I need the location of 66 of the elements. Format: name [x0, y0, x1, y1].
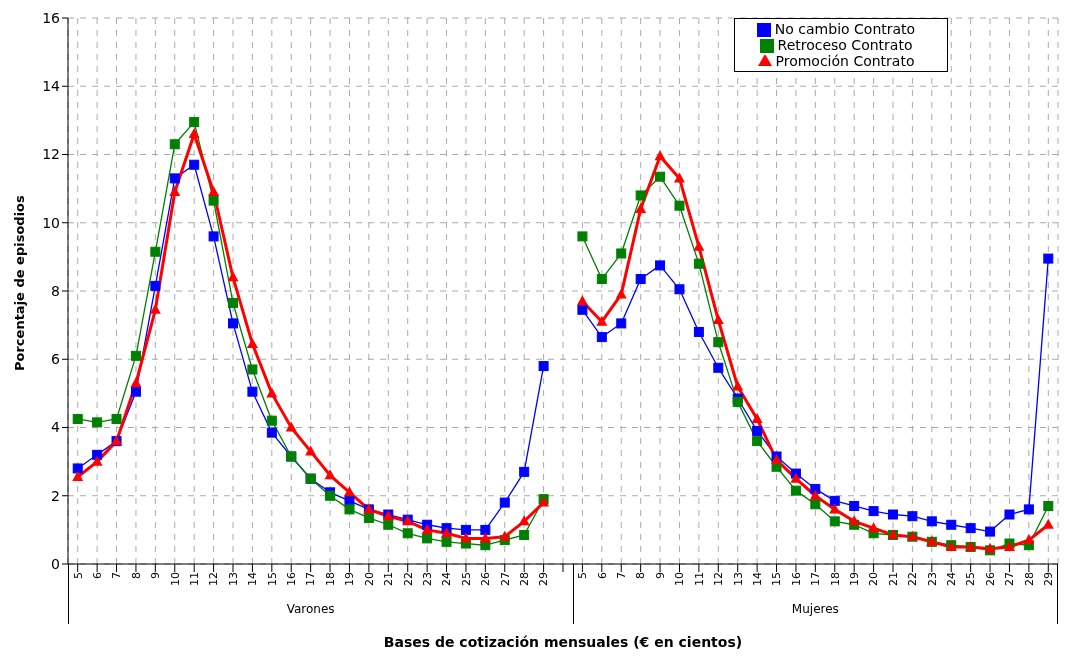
- x-tick-label: 20: [362, 572, 376, 586]
- legend-label: Retroceso Contrato: [777, 37, 913, 53]
- x-tick-label: 18: [828, 572, 842, 586]
- y-tick-label: 16: [42, 9, 61, 26]
- legend-label: No cambio Contrato: [774, 21, 916, 37]
- x-tick-label: 19: [847, 572, 861, 586]
- x-tick-label: 25: [964, 572, 978, 586]
- x-tick-label: 7: [110, 572, 124, 579]
- x-tick-label: 16: [789, 572, 803, 586]
- x-tick-label: 12: [712, 572, 726, 586]
- x-tick-label: 6: [90, 572, 104, 579]
- y-tick-label: 0: [51, 555, 60, 572]
- x-tick-label: 22: [401, 572, 415, 586]
- x-tick-label: 17: [809, 572, 823, 586]
- x-tick-label: 14: [750, 572, 764, 586]
- x-tick-label: 25: [459, 572, 473, 586]
- x-tick-label: 11: [692, 572, 706, 586]
- x-tick-label: 29: [1042, 572, 1056, 586]
- legend-label: Promoción Contrato: [775, 53, 915, 69]
- x-tick-label: 22: [906, 572, 920, 586]
- x-tick-label: 19: [343, 572, 357, 586]
- x-tick-label: 17: [304, 572, 318, 586]
- x-tick-label: 18: [323, 572, 337, 586]
- y-tick-label: 8: [51, 282, 60, 299]
- x-tick-label: 26: [983, 572, 997, 586]
- x-tick-label: 16: [285, 572, 299, 586]
- x-tick-label: 24: [945, 572, 959, 586]
- x-tick-label: 6: [595, 572, 609, 579]
- y-tick-label: 14: [42, 78, 61, 95]
- x-tick-label: 14: [246, 572, 260, 586]
- x-tick-label: 13: [731, 572, 745, 586]
- x-tick-label: 5: [576, 572, 590, 579]
- y-tick-label: 6: [51, 351, 61, 368]
- y-tick-label: 4: [51, 419, 61, 436]
- x-tick-label: 21: [382, 572, 396, 586]
- x-tick-label: 15: [770, 572, 784, 586]
- text: Varones: [285, 602, 336, 616]
- x-tick-label: 13: [226, 572, 240, 586]
- x-tick-label: 20: [867, 572, 881, 586]
- x-tick-label: 8: [129, 572, 143, 579]
- x-tick-label: 27: [498, 572, 512, 586]
- x-tick-label: 9: [149, 572, 163, 579]
- x-tick-label: 11: [187, 572, 201, 586]
- x-tick-label: 26: [479, 572, 493, 586]
- x-tick-label: 12: [207, 572, 221, 586]
- x-tick-label: 27: [1003, 572, 1017, 586]
- x-tick-label: 5: [71, 572, 85, 579]
- x-tick-label: 7: [615, 572, 629, 579]
- x-tick-label: 23: [925, 572, 939, 586]
- x-tick-label: 10: [673, 572, 687, 586]
- x-tick-label: 29: [537, 572, 551, 586]
- y-tick-label: 2: [51, 487, 60, 504]
- y-tick-label: 10: [42, 214, 60, 231]
- x-tick-label: 28: [1022, 572, 1036, 586]
- y-tick-label: 12: [42, 146, 60, 163]
- y-axis-title: Porcentaje de episodios: [11, 194, 27, 371]
- x-tick-label: 28: [517, 572, 531, 586]
- x-tick-label: 15: [265, 572, 279, 586]
- x-tick-label: 10: [168, 572, 182, 586]
- x-tick-label: 23: [420, 572, 434, 586]
- x-tick-label: 8: [634, 572, 648, 579]
- x-tick-label: 21: [886, 572, 900, 586]
- x-tick-label: 24: [440, 572, 454, 586]
- text: Mujeres: [790, 602, 840, 616]
- x-tick-label: 9: [653, 572, 667, 579]
- x-axis-title: Bases de cotización mensuales (€ en cientos): [382, 634, 744, 650]
